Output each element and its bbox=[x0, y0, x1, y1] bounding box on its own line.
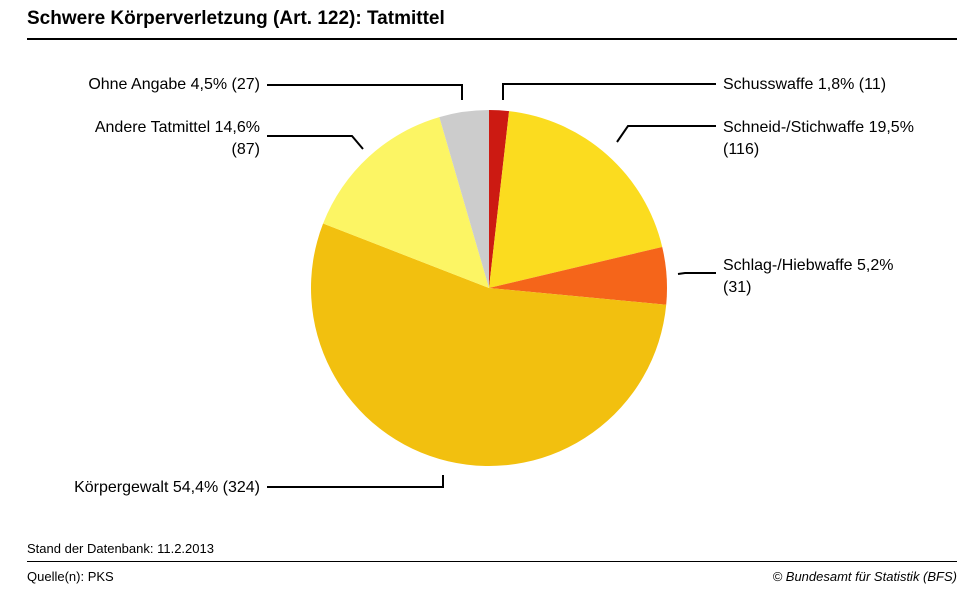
database-date: Stand der Datenbank: 11.2.2013 bbox=[27, 541, 214, 556]
title-rule bbox=[27, 38, 957, 40]
leader-line bbox=[267, 135, 364, 150]
slice-label: Schlag-/Hiebwaffe 5,2% (31) bbox=[723, 257, 893, 296]
slice-label: Ohne Angabe 4,5% (27) bbox=[88, 76, 260, 93]
leader-line bbox=[502, 83, 716, 100]
slice-label: Schneid-/Stichwaffe 19,5% (116) bbox=[723, 119, 914, 158]
leader-line bbox=[267, 84, 463, 100]
pie-slice-schlag-hiebwaffe bbox=[489, 246, 667, 305]
pie-slice-schneid-stichwaffe bbox=[489, 111, 663, 288]
pie-slice-ohne-angabe bbox=[439, 110, 489, 288]
leader-line bbox=[267, 475, 444, 488]
slice-label: Körpergewalt 54,4% (324) bbox=[74, 479, 260, 496]
footer-rule bbox=[27, 561, 957, 562]
leader-line bbox=[616, 125, 716, 143]
leader-line bbox=[677, 272, 716, 275]
chart-title: Schwere Körperverletzung (Art. 122): Tat… bbox=[27, 8, 445, 29]
pie-slice-schusswaffe bbox=[489, 110, 510, 288]
slice-label: Schusswaffe 1,8% (11) bbox=[723, 76, 886, 93]
copyright-note: © Bundesamt für Statistik (BFS) bbox=[772, 569, 957, 584]
pie-slice-körpergewalt bbox=[311, 223, 667, 466]
source-note: Quelle(n): PKS bbox=[27, 569, 114, 584]
pie-slice-andere-tatmittel bbox=[323, 117, 489, 288]
slice-label: Andere Tatmittel 14,6% (87) bbox=[95, 119, 260, 158]
